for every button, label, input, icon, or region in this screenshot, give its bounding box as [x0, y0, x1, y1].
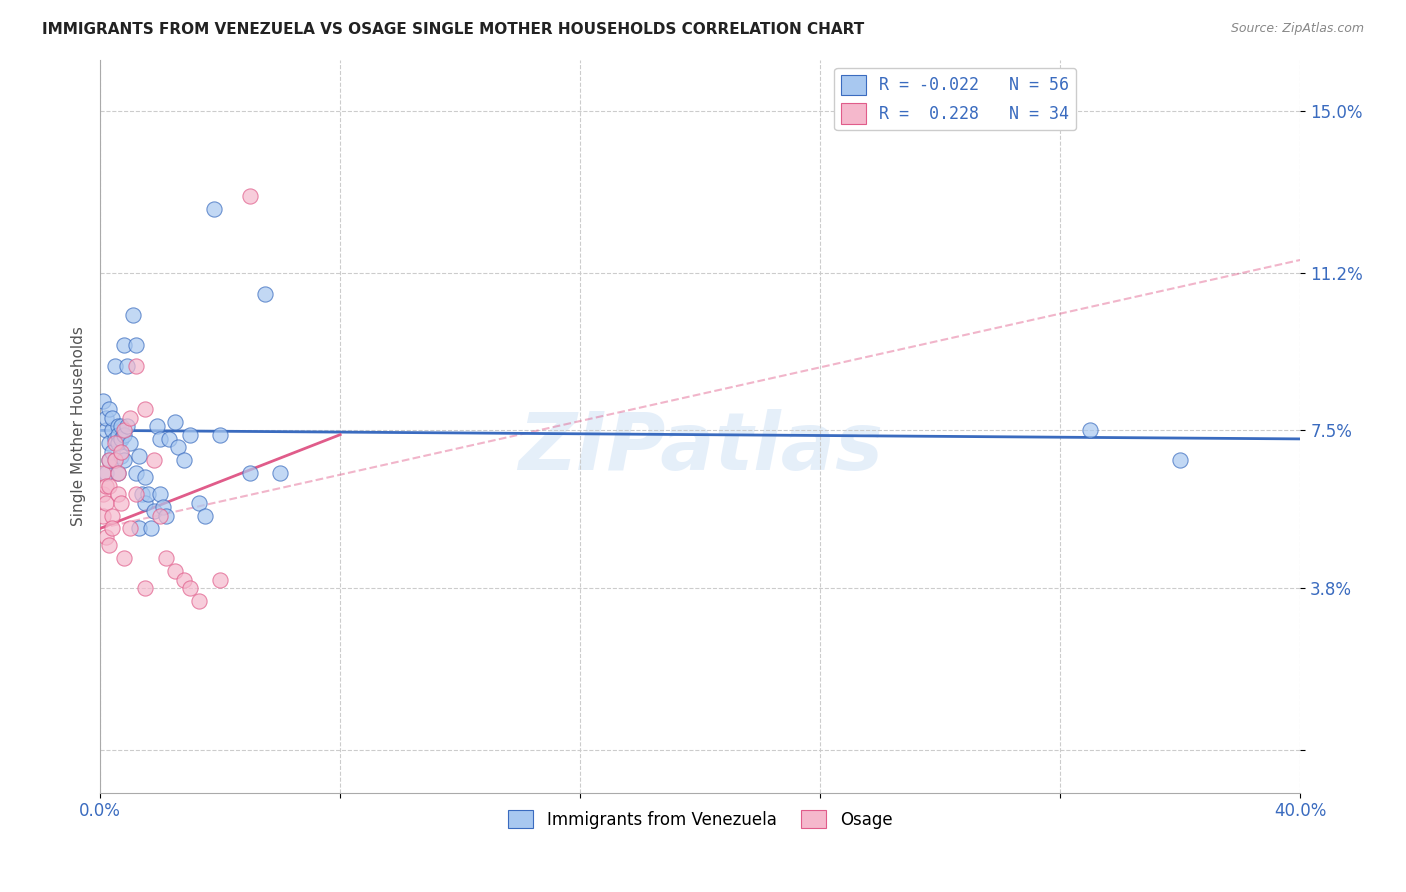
Point [173, 453, 195, 467]
Point [91, 508, 114, 523]
Y-axis label: Single Mother Households: Single Mother Households [72, 326, 86, 526]
Point [101, 521, 124, 535]
Point [104, 453, 127, 467]
Point [146, 419, 169, 434]
Point [120, 436, 142, 450]
Point [104, 432, 127, 446]
Point [269, 466, 291, 480]
Point [155, 551, 177, 566]
Point [120, 410, 142, 425]
Point [139, 521, 162, 535]
Point [101, 508, 124, 523]
Point [120, 521, 142, 535]
Point [136, 487, 159, 501]
Point [94, 410, 117, 425]
Point [110, 419, 132, 434]
Point [107, 466, 129, 480]
Point [173, 573, 195, 587]
Point [112, 423, 135, 437]
Point [143, 504, 166, 518]
Point [165, 415, 187, 429]
Point [98, 402, 121, 417]
Point [98, 479, 121, 493]
Legend: Immigrants from Venezuela, Osage: Immigrants from Venezuela, Osage [502, 804, 898, 836]
Point [149, 487, 172, 501]
Point [107, 466, 129, 480]
Point [112, 338, 135, 352]
Point [1080, 423, 1102, 437]
Point [94, 479, 117, 493]
Point [112, 551, 135, 566]
Point [91, 466, 114, 480]
Text: Source: ZipAtlas.com: Source: ZipAtlas.com [1230, 22, 1364, 36]
Point [112, 453, 135, 467]
Point [98, 539, 121, 553]
Point [94, 530, 117, 544]
Point [157, 432, 180, 446]
Point [107, 436, 129, 450]
Point [149, 432, 172, 446]
Point [143, 453, 166, 467]
Point [179, 427, 201, 442]
Point [125, 487, 148, 501]
Point [94, 466, 117, 480]
Point [152, 500, 174, 515]
Point [112, 427, 135, 442]
Point [165, 564, 187, 578]
Point [188, 594, 211, 608]
Point [110, 432, 132, 446]
Point [179, 581, 201, 595]
Point [101, 410, 124, 425]
Point [94, 496, 117, 510]
Point [194, 508, 217, 523]
Point [107, 427, 129, 442]
Point [128, 521, 150, 535]
Point [91, 487, 114, 501]
Point [125, 466, 148, 480]
Point [128, 449, 150, 463]
Point [167, 441, 190, 455]
Point [104, 453, 127, 467]
Point [134, 470, 156, 484]
Text: IMMIGRANTS FROM VENEZUELA VS OSAGE SINGLE MOTHER HOUSEHOLDS CORRELATION CHART: IMMIGRANTS FROM VENEZUELA VS OSAGE SINGL… [42, 22, 865, 37]
Point [98, 436, 121, 450]
Point [101, 444, 124, 458]
Point [239, 189, 262, 203]
Point [110, 449, 132, 463]
Point [104, 359, 127, 374]
Point [101, 423, 124, 437]
Point [125, 338, 148, 352]
Point [1170, 453, 1192, 467]
Point [188, 496, 211, 510]
Point [155, 508, 177, 523]
Point [202, 202, 225, 216]
Point [209, 427, 232, 442]
Point [107, 419, 129, 434]
Point [239, 466, 262, 480]
Text: ZIPatlas: ZIPatlas [517, 409, 883, 487]
Point [110, 496, 132, 510]
Point [107, 487, 129, 501]
Point [149, 508, 172, 523]
Point [104, 436, 127, 450]
Point [134, 581, 156, 595]
Point [122, 308, 145, 322]
Point [98, 453, 121, 467]
Point [254, 287, 277, 301]
Point [134, 496, 156, 510]
Point [115, 419, 138, 434]
Point [91, 393, 114, 408]
Point [125, 359, 148, 374]
Point [115, 359, 138, 374]
Point [131, 487, 153, 501]
Point [94, 423, 117, 437]
Point [209, 573, 232, 587]
Point [134, 402, 156, 417]
Point [110, 444, 132, 458]
Point [98, 453, 121, 467]
